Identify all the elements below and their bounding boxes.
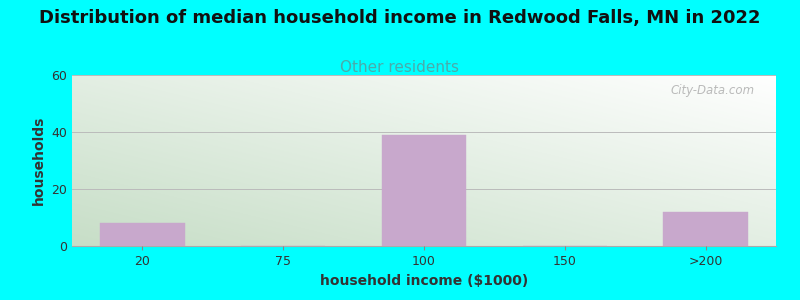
Text: City-Data.com: City-Data.com	[670, 83, 755, 97]
Text: Distribution of median household income in Redwood Falls, MN in 2022: Distribution of median household income …	[39, 9, 761, 27]
Bar	[663, 212, 748, 246]
Text: Other residents: Other residents	[341, 60, 459, 75]
Bar	[382, 135, 466, 246]
Y-axis label: households: households	[32, 116, 46, 205]
X-axis label: household income ($1000): household income ($1000)	[320, 274, 528, 288]
Bar	[100, 223, 185, 246]
